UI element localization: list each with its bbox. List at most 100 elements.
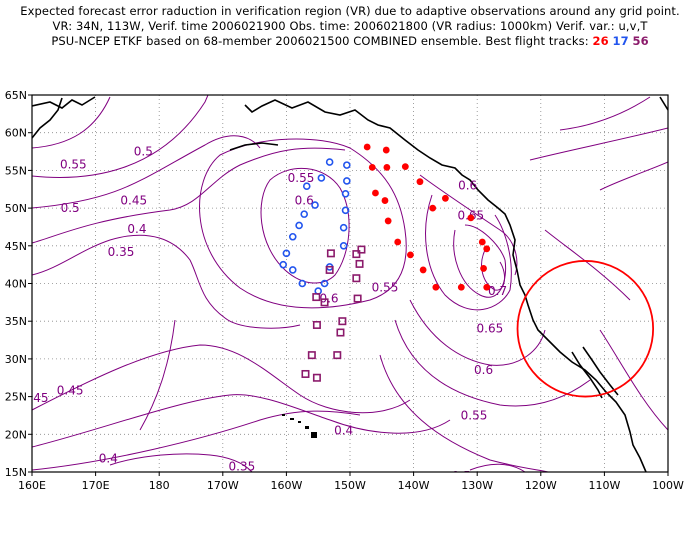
map-plot-area: 0.5 0.55 0.5 0.45 0.4 0.35 0.55 0.6 0.6 0.55 0.6 0.… [32,95,668,472]
contour-label: 0.4 [334,424,353,438]
lon-tick-label: 160E [18,479,46,492]
red-track-point [416,178,424,186]
contour-line [599,329,668,431]
lon-tick-label: 150W [334,479,366,492]
purple-track-point [301,369,310,378]
island [282,414,285,416]
lon-tick-label: 110W [588,479,620,492]
lat-tick-label: 35N [5,315,27,328]
red-track-point [394,238,402,246]
island [298,421,301,423]
blue-track-point [300,210,309,218]
contour-line [559,96,651,131]
coastline-hudson [659,96,668,111]
contour-line [32,96,111,149]
red-track-point [384,217,392,225]
verification-region-circle [516,260,655,398]
contour-line [139,319,176,431]
purple-track-point [307,351,316,360]
red-track-point [467,214,475,222]
contour-line [32,135,261,209]
purple-track-point [355,259,364,268]
contour-label: 0.4 [127,222,146,236]
contour-label: 0.6 [458,178,477,192]
lon-tick-label: 120W [525,479,557,492]
lat-tick-label: 55N [5,164,27,177]
contour-line [529,127,668,161]
red-track-point [483,283,491,291]
contour-line [32,394,451,448]
lat-tick-label: 50N [5,202,27,215]
lon-tick-label: 140W [398,479,430,492]
blue-track-point [339,242,348,250]
lon-tick-label: 130W [461,479,493,492]
lat-tick-label: 45N [5,240,27,253]
blue-track-point [339,223,348,232]
blue-track-point [343,177,351,185]
blue-track-point [295,221,303,230]
contour-label: 0.35 [108,245,135,259]
red-track-count: 26 [592,34,609,48]
lon-tick-label: 100W [652,479,684,492]
lon-tick-label: 170W [207,479,239,492]
contour-line [544,229,631,301]
contour-line [379,354,549,472]
contour-label: 0.6 [319,292,338,306]
blue-track-point [288,266,297,274]
purple-track-point [312,320,321,329]
longitude-axis: 160E 170E 180 170W 160W 150W 140W 130W 120W 110W 1… [18,472,684,492]
blue-track-point [341,206,350,215]
contour-line [32,95,209,178]
map-title-line-2: VR: 34N, 113W, Verif. time 2006021900 Ob… [52,19,648,33]
red-track-point [407,251,414,259]
lat-tick-label: 15N [5,466,27,479]
island [311,432,317,438]
lat-tick-label: 65N [5,89,27,102]
purple-track-point [312,373,321,382]
red-track-point [382,146,390,154]
purple-flight-track [301,245,366,382]
contour-labels: 0.5 0.55 0.5 0.45 0.4 0.35 0.55 0.6 0.6 0.55 0.6 0.… [32,145,507,472]
contour-line [260,167,350,284]
blue-track-point [282,249,291,258]
contour-label: 0.5 [61,201,80,215]
purple-track-count: 56 [632,34,649,48]
blue-track-point [320,279,329,288]
purple-track-point [353,294,362,303]
contour-line [199,138,407,309]
red-track-point [401,163,409,171]
lon-tick-label: 160W [270,479,302,492]
red-track-point [372,189,379,197]
hawaii-islands [282,414,317,438]
contour-line [425,194,512,311]
blue-track-point [302,182,311,191]
purple-track-point [326,249,335,258]
contour-label: 0.55 [372,280,399,294]
blue-flight-track [279,158,351,295]
coastline-siberia [32,96,96,109]
purple-track-point [320,298,329,307]
contour-label: 0.45 [57,384,84,398]
contour-label: 0.65 [477,322,504,336]
red-track-point [478,238,486,246]
lat-tick-label: 40N [5,278,27,291]
blue-track-point [288,232,297,241]
contour-line [109,453,253,472]
purple-track-point [352,274,361,283]
lat-lon-grid [32,95,668,472]
blue-track-point [341,189,350,198]
contour-line [599,161,668,191]
blue-track-point [279,260,288,269]
red-track-point [483,245,491,253]
red-track-point [442,194,449,202]
purple-track-point [336,328,345,337]
contour-line [32,147,346,244]
coastlines [32,96,668,472]
purple-track-point [333,351,342,360]
map-title-line-3: PSU-NCEP ETKF based on 68-member 2006021… [0,34,700,48]
blue-track-point [298,279,307,288]
coastline-kamchatka [32,97,63,139]
red-flight-track [363,143,491,291]
contour-line [481,249,506,291]
